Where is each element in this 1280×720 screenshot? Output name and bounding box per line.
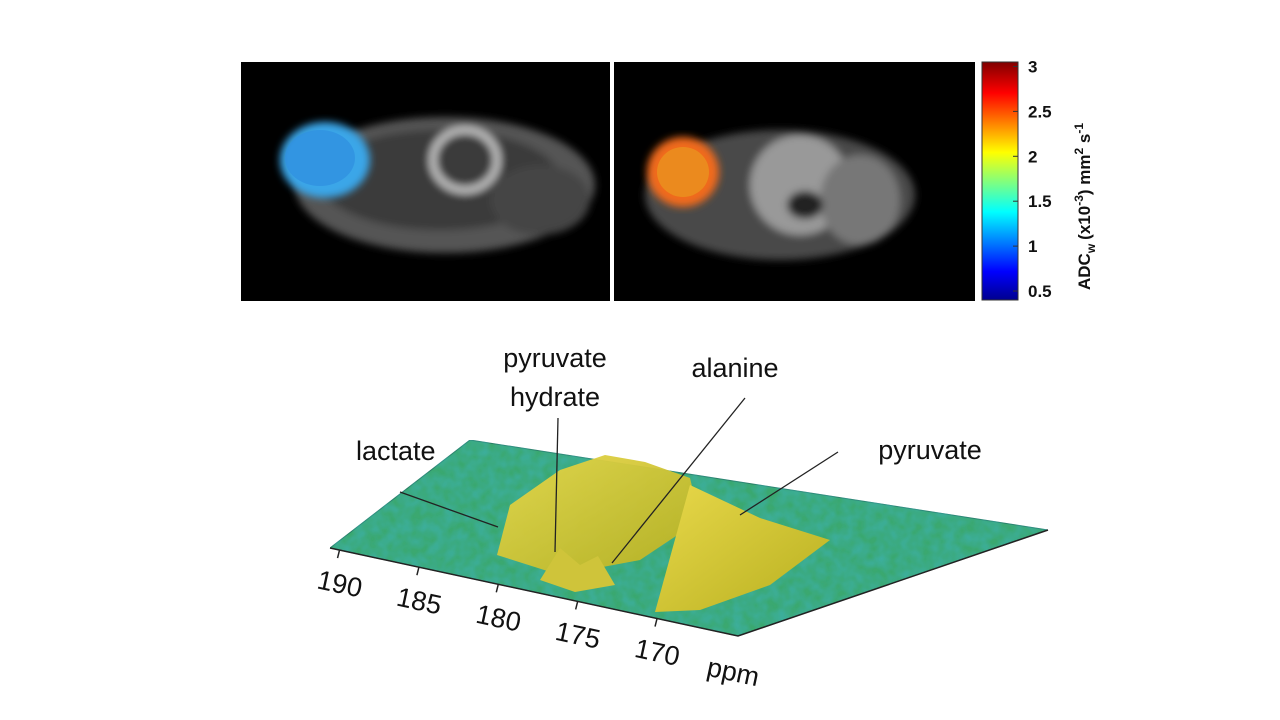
label-part: ADC	[1075, 253, 1094, 290]
label-part: s	[1075, 134, 1094, 148]
annotation: pyruvate	[878, 435, 982, 465]
colorbar-tick-label: 3	[1028, 57, 1037, 76]
annotation: hydrate	[510, 382, 600, 412]
x-tick-label: 170	[632, 633, 682, 672]
colorbar-ticks: 0.5 1 1.5 2 2.5 3	[1013, 57, 1052, 301]
x-tick-label: 190	[315, 565, 365, 604]
label-part: -1	[1072, 123, 1086, 134]
mri-left	[241, 62, 610, 301]
label-part: (x10	[1075, 206, 1094, 240]
x-tick-label: 180	[473, 599, 523, 638]
x-tick	[416, 566, 420, 576]
colorbar-tick-label: 1.5	[1028, 192, 1052, 211]
colorbar-tick-label: 2.5	[1028, 102, 1052, 121]
label-part: ) mm	[1075, 154, 1094, 195]
annotations: lactate pyruvate hydrate alanine pyruvat…	[356, 343, 982, 564]
annotation: pyruvate	[503, 343, 607, 373]
colorbar	[981, 61, 1019, 301]
annotation: alanine	[691, 353, 778, 383]
label-part: w	[1084, 243, 1098, 254]
colorbar-tick-label: 0.5	[1028, 282, 1052, 301]
mri-right	[614, 62, 975, 301]
x-tick-label: 185	[394, 582, 444, 621]
label-part: 2	[1072, 147, 1086, 154]
x-tick	[574, 601, 579, 610]
spectrum-surface	[328, 439, 1049, 637]
colorbar-tick-label: 1	[1028, 237, 1037, 256]
colorbar-label: ADCw (x10-3) mm2 s-1	[1072, 123, 1098, 290]
x-tick	[495, 584, 500, 593]
x-axis-unit: ppm	[704, 652, 762, 692]
x-tick	[336, 549, 341, 559]
annotation: lactate	[356, 436, 436, 466]
x-tick-label: 175	[553, 616, 603, 655]
colorbar-tick-label: 2	[1028, 147, 1037, 166]
x-tick	[654, 618, 658, 627]
label-part: -3	[1072, 195, 1086, 206]
